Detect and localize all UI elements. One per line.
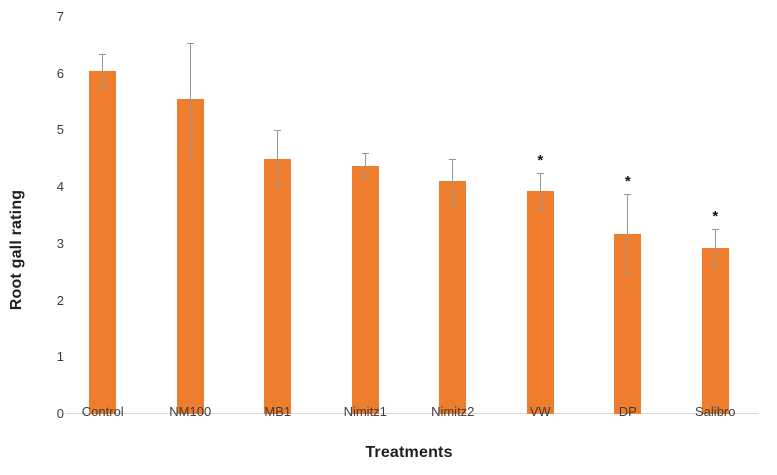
y-tick-label: 3	[56, 235, 64, 251]
y-axis-title: Root gall rating	[8, 189, 25, 311]
x-category-label: DP	[618, 404, 637, 419]
error-bar	[189, 42, 191, 156]
bar-mb1	[264, 158, 292, 414]
error-bar-cap	[624, 274, 632, 276]
bar-salibro	[701, 247, 729, 414]
error-bar-cap	[711, 267, 719, 269]
error-bar	[539, 172, 541, 210]
error-bar-cap	[99, 87, 107, 89]
bar-control	[89, 70, 117, 414]
error-bar-cap	[449, 158, 457, 160]
y-tick-label: 6	[56, 65, 64, 81]
x-category-label: Nimitz2	[431, 404, 475, 419]
x-category-label: Control	[81, 404, 124, 419]
error-bar-cap	[711, 228, 719, 230]
bar-nimitz1	[351, 165, 379, 414]
significance-marker: *	[712, 207, 719, 225]
error-bar-cap	[99, 54, 107, 56]
error-bar	[627, 193, 629, 275]
error-bar	[277, 130, 279, 188]
error-bar-cap	[186, 42, 194, 44]
significance-marker: *	[624, 172, 631, 190]
x-category-label: NM100	[169, 404, 212, 419]
bar-vw	[526, 191, 554, 414]
error-bar	[102, 54, 104, 88]
x-category-label: Salibro	[695, 404, 736, 419]
x-category-label: MB1	[264, 404, 292, 419]
y-tick-label: 0	[56, 406, 64, 421]
y-tick-label: 1	[56, 349, 64, 365]
x-category-label: Nimitz1	[343, 404, 387, 419]
y-tick-label: 7	[56, 9, 64, 24]
x-axis-title: Treatments	[365, 444, 453, 461]
error-bar-cap	[361, 152, 369, 154]
error-bar-cap	[449, 204, 457, 206]
y-tick-label: 5	[56, 122, 64, 138]
x-category-label: VW	[529, 404, 551, 419]
bar-nimitz2	[439, 181, 467, 414]
error-bar-cap	[536, 172, 544, 174]
error-bar	[452, 158, 454, 205]
y-tick-label: 2	[56, 292, 64, 308]
error-bar-cap	[274, 187, 282, 189]
error-bar-cap	[624, 193, 632, 195]
plot-area: * * *	[59, 17, 759, 414]
x-axis-line	[65, 413, 759, 414]
error-bar	[714, 228, 716, 268]
error-bar-cap	[274, 130, 282, 132]
error-bar-cap	[536, 209, 544, 211]
significance-marker: *	[537, 151, 544, 169]
y-tick-label: 4	[56, 179, 64, 195]
error-bar-cap	[186, 155, 194, 157]
error-bar	[364, 152, 366, 179]
error-bar-cap	[361, 178, 369, 180]
